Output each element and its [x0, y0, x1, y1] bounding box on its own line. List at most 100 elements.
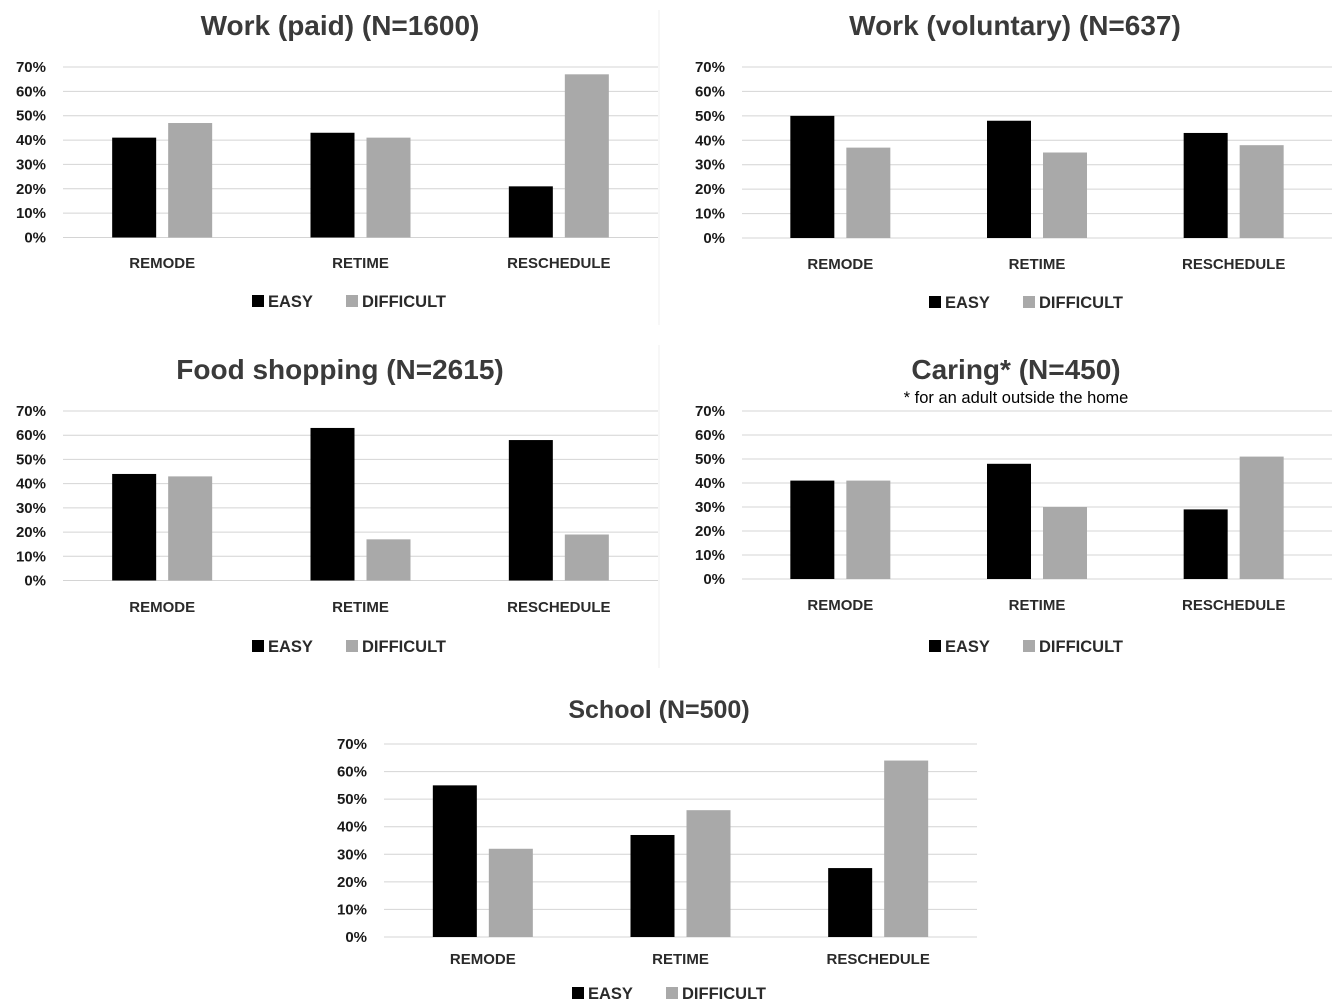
- y-tick-label: 50%: [16, 108, 46, 125]
- x-category-label: RETIME: [652, 951, 709, 968]
- bar-difficult-retime: [366, 137, 411, 238]
- chart-panel-1: Work (paid) (N=1600) 0% 10% 20% 30% 40% 50% 60%…: [16, 10, 658, 311]
- bar-difficult-reschedule: [564, 534, 609, 581]
- bar-easy-retime: [310, 427, 355, 581]
- bar-easy-retime: [987, 120, 1031, 238]
- bar-easy-remode: [112, 473, 157, 581]
- bar-easy-remode: [432, 785, 477, 937]
- y-tick-label: 20%: [695, 523, 725, 540]
- y-tick-label: 30%: [16, 500, 46, 517]
- x-category-label: REMODE: [807, 597, 873, 614]
- bar-difficult-remode: [168, 476, 213, 581]
- x-category-label: RESCHEDULE: [1182, 597, 1285, 614]
- x-category-label: REMODE: [129, 255, 195, 272]
- chart-legend: EASY DIFFICULT: [929, 638, 1123, 656]
- y-tick-label: 70%: [337, 736, 367, 753]
- bar-easy-retime: [310, 132, 355, 238]
- y-tick-label: 10%: [16, 548, 46, 565]
- x-category-label: REMODE: [129, 599, 195, 616]
- x-category-label: RESCHEDULE: [507, 255, 610, 272]
- x-category-label: RETIME: [332, 599, 389, 616]
- legend-swatch-difficult: [1023, 296, 1035, 308]
- bar-difficult-remode: [846, 480, 891, 579]
- y-tick-label: 60%: [16, 427, 46, 444]
- bar-difficult-remode: [488, 848, 533, 937]
- chart-legend: EASY DIFFICULT: [929, 294, 1123, 312]
- bar-difficult-reschedule: [564, 74, 609, 238]
- legend-swatch-easy: [572, 987, 584, 999]
- legend-label-easy: EASY: [268, 638, 313, 656]
- y-tick-label: 50%: [695, 451, 725, 468]
- legend-label-easy: EASY: [268, 293, 313, 311]
- x-category-label: RESCHEDULE: [507, 599, 610, 616]
- y-tick-label: 60%: [337, 764, 367, 781]
- y-tick-label: 30%: [337, 846, 367, 863]
- bar-easy-retime: [987, 463, 1031, 579]
- y-tick-label: 40%: [16, 476, 46, 493]
- y-tick-label: 0%: [24, 230, 46, 247]
- legend-label-difficult: DIFFICULT: [362, 293, 446, 311]
- bar-easy-remode: [112, 137, 157, 238]
- y-tick-label: 0%: [703, 230, 725, 247]
- bar-difficult-retime: [1043, 152, 1087, 238]
- legend-label-easy: EASY: [945, 294, 990, 312]
- y-tick-label: 40%: [695, 475, 725, 492]
- y-tick-label: 40%: [695, 132, 725, 149]
- chart-panel-3: Food shopping (N=2615) 0% 10% 20% 30% 40% 50% 6…: [16, 354, 658, 656]
- chart-title: Work (voluntary) (N=637): [849, 10, 1181, 41]
- x-category-label: RETIME: [1009, 597, 1066, 614]
- y-tick-label: 10%: [695, 206, 725, 223]
- chart-title: Work (paid) (N=1600): [201, 10, 480, 41]
- x-category-label: RESCHEDULE: [826, 951, 929, 968]
- y-tick-label: 70%: [16, 403, 46, 420]
- chart-panel-2: Work (voluntary) (N=637) 0% 10% 20% 30% 40% 50…: [695, 10, 1332, 312]
- bar-difficult-retime: [686, 810, 731, 937]
- bar-easy-reschedule: [1183, 132, 1228, 238]
- legend-swatch-difficult: [346, 640, 358, 652]
- chart-legend: EASY DIFFICULT: [572, 985, 766, 1003]
- y-tick-label: 30%: [695, 499, 725, 516]
- legend-swatch-easy: [929, 640, 941, 652]
- chart-title: Caring* (N=450): [911, 354, 1120, 385]
- bar-easy-reschedule: [828, 868, 873, 937]
- bar-difficult-reschedule: [884, 760, 929, 937]
- chart-panel-4: Caring* (N=450) * for an adult outside th…: [695, 354, 1332, 656]
- legend-label-difficult: DIFFICULT: [1039, 638, 1123, 656]
- bar-easy-reschedule: [1183, 509, 1228, 579]
- chart-legend: EASY DIFFICULT: [252, 293, 446, 311]
- legend-label-difficult: DIFFICULT: [682, 985, 766, 1003]
- y-tick-label: 10%: [337, 901, 367, 918]
- y-tick-label: 10%: [16, 205, 46, 222]
- legend-swatch-difficult: [346, 295, 358, 307]
- y-tick-label: 60%: [695, 427, 725, 444]
- bar-easy-retime: [630, 834, 675, 937]
- y-tick-label: 0%: [345, 929, 367, 946]
- legend-label-easy: EASY: [588, 985, 633, 1003]
- y-tick-label: 20%: [337, 874, 367, 891]
- y-tick-label: 0%: [703, 571, 725, 588]
- y-tick-label: 40%: [16, 132, 46, 149]
- y-tick-label: 60%: [16, 83, 46, 100]
- legend-swatch-difficult: [1023, 640, 1035, 652]
- y-tick-label: 50%: [695, 108, 725, 125]
- y-tick-label: 70%: [695, 59, 725, 76]
- bar-difficult-reschedule: [1239, 456, 1284, 579]
- y-tick-label: 0%: [24, 573, 46, 590]
- legend-swatch-easy: [252, 640, 264, 652]
- chart-legend: EASY DIFFICULT: [252, 638, 446, 656]
- bar-difficult-retime: [1043, 507, 1087, 579]
- legend-swatch-difficult: [666, 987, 678, 999]
- y-tick-label: 60%: [695, 83, 725, 100]
- x-category-label: RETIME: [1009, 256, 1066, 273]
- bar-difficult-retime: [366, 539, 411, 581]
- y-tick-label: 70%: [695, 403, 725, 420]
- legend-label-difficult: DIFFICULT: [362, 638, 446, 656]
- legend-label-easy: EASY: [945, 638, 990, 656]
- x-category-label: REMODE: [807, 256, 873, 273]
- chart-title: Food shopping (N=2615): [176, 354, 503, 385]
- x-category-label: RESCHEDULE: [1182, 256, 1285, 273]
- y-tick-label: 40%: [337, 819, 367, 836]
- chart-subtitle: * for an adult outside the home: [904, 389, 1129, 407]
- y-tick-label: 20%: [16, 181, 46, 198]
